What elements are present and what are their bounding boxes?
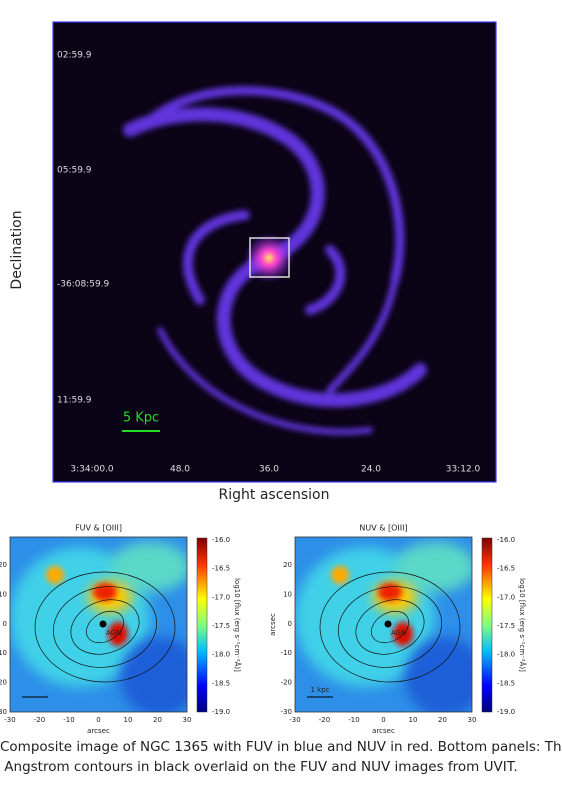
y-tick-label: 20 xyxy=(283,561,292,569)
x-tick-label: -30 xyxy=(289,716,300,724)
heatmap xyxy=(295,537,472,712)
agn-label: AGN xyxy=(391,629,406,637)
x-tick-label: 3:34:00.0 xyxy=(70,465,114,475)
y-tick-label: -36:08:59.9 xyxy=(57,280,110,290)
colorbar xyxy=(481,537,493,713)
zoom-box xyxy=(249,237,290,278)
colorbar-tick-label: -17.5 xyxy=(212,622,230,630)
y-axis-label: Declination xyxy=(9,210,25,289)
agn-marker xyxy=(384,620,392,628)
colorbar-tick-label: -18.5 xyxy=(497,679,515,687)
colorbar-tick-label: -16.0 xyxy=(212,536,230,544)
x-axis-label: arcsec xyxy=(87,727,110,735)
x-tick-label: 20 xyxy=(438,716,447,724)
panel-title: NUV & [OIII] xyxy=(359,524,407,533)
colorbar-tick-label: -17.5 xyxy=(497,622,515,630)
colorbar-tick-label: -19.0 xyxy=(212,708,230,716)
caption-line: Angstrom contours in black overlaid on t… xyxy=(0,759,518,775)
agn-label: AGN xyxy=(106,629,121,637)
colorbar-tick-label: -16.5 xyxy=(212,565,230,573)
x-tick-label: 36.0 xyxy=(259,465,279,475)
y-tick-label: 11:59.9 xyxy=(57,396,92,406)
y-tick-label: -10 xyxy=(0,649,7,657)
caption-line: Composite image of NGC 1365 with FUV in … xyxy=(0,739,562,755)
colorbar xyxy=(196,537,208,713)
y-tick-label: 20 xyxy=(0,561,7,569)
y-tick-label: 0 xyxy=(3,620,7,628)
y-axis-label: arcsec xyxy=(269,613,277,636)
y-tick-label: -10 xyxy=(281,649,292,657)
contour xyxy=(355,599,425,655)
panel-frame xyxy=(294,536,473,713)
heat-region xyxy=(93,583,117,601)
colorbar-tick-label: -17.0 xyxy=(212,593,230,601)
y-tick-label: 10 xyxy=(283,590,292,598)
colorbar-label: log10 [flux (erg s⁻¹cm⁻²Å)] xyxy=(233,578,242,672)
spiral-arms xyxy=(123,86,427,435)
x-tick-label: -10 xyxy=(348,716,359,724)
agn-marker xyxy=(99,620,107,628)
y-tick-label: 02:59.9 xyxy=(57,51,92,61)
scale-bar-label: 1 kpc xyxy=(310,686,329,694)
contour xyxy=(34,571,176,683)
colorbar-tick-label: -18.0 xyxy=(212,651,230,659)
heat-region xyxy=(331,566,349,584)
panel-title: FUV & [OIII] xyxy=(75,524,122,533)
contour xyxy=(337,586,443,668)
panel-frame xyxy=(9,536,188,713)
colorbar-label: log10 [flux (erg s⁻¹cm⁻²Å)] xyxy=(518,578,527,672)
x-tick-label: 30 xyxy=(468,716,477,724)
x-tick-label: -30 xyxy=(4,716,15,724)
heat-region xyxy=(395,542,472,592)
y-tick-label: -30 xyxy=(281,708,292,716)
y-tick-label: -20 xyxy=(0,679,7,687)
x-axis-label: Right ascension xyxy=(219,487,330,503)
heat-region xyxy=(378,583,402,601)
y-tick-label: -30 xyxy=(0,708,7,716)
colorbar-tick-label: -17.0 xyxy=(497,593,515,601)
x-tick-label: -20 xyxy=(34,716,45,724)
colorbar-tick-label: -19.0 xyxy=(497,708,515,716)
x-tick-label: 10 xyxy=(124,716,133,724)
scale-bar-label: 5 Kpc xyxy=(123,411,159,426)
contour xyxy=(85,610,125,644)
y-tick-label: 0 xyxy=(288,620,292,628)
contour xyxy=(52,586,158,668)
x-tick-label: 33:12.0 xyxy=(446,465,481,475)
contour xyxy=(370,610,410,644)
heat-region xyxy=(108,622,128,646)
heat-region xyxy=(393,622,413,646)
x-axis-label: arcsec xyxy=(372,727,395,735)
x-tick-label: 48.0 xyxy=(170,465,190,475)
galaxy-core xyxy=(244,233,294,283)
colorbar-tick-label: -18.0 xyxy=(497,651,515,659)
colorbar-tick-label: -18.5 xyxy=(212,679,230,687)
x-tick-label: 0 xyxy=(96,716,100,724)
y-tick-label: 05:59.9 xyxy=(57,166,92,176)
x-tick-label: 10 xyxy=(409,716,418,724)
heat-region xyxy=(110,542,187,592)
x-tick-label: -10 xyxy=(63,716,74,724)
colorbar-tick-label: -16.0 xyxy=(497,536,515,544)
x-tick-label: -20 xyxy=(319,716,330,724)
heat-region xyxy=(46,566,64,584)
contour xyxy=(319,571,461,683)
y-tick-label: 10 xyxy=(0,590,7,598)
heatmap xyxy=(10,537,187,712)
heat-region xyxy=(405,637,472,712)
contour xyxy=(70,599,140,655)
x-tick-label: 30 xyxy=(183,716,192,724)
x-tick-label: 0 xyxy=(381,716,385,724)
x-tick-label: 24.0 xyxy=(361,465,381,475)
x-tick-label: 20 xyxy=(153,716,162,724)
y-tick-label: -20 xyxy=(281,679,292,687)
colorbar-tick-label: -16.5 xyxy=(497,565,515,573)
heat-region xyxy=(120,637,187,712)
